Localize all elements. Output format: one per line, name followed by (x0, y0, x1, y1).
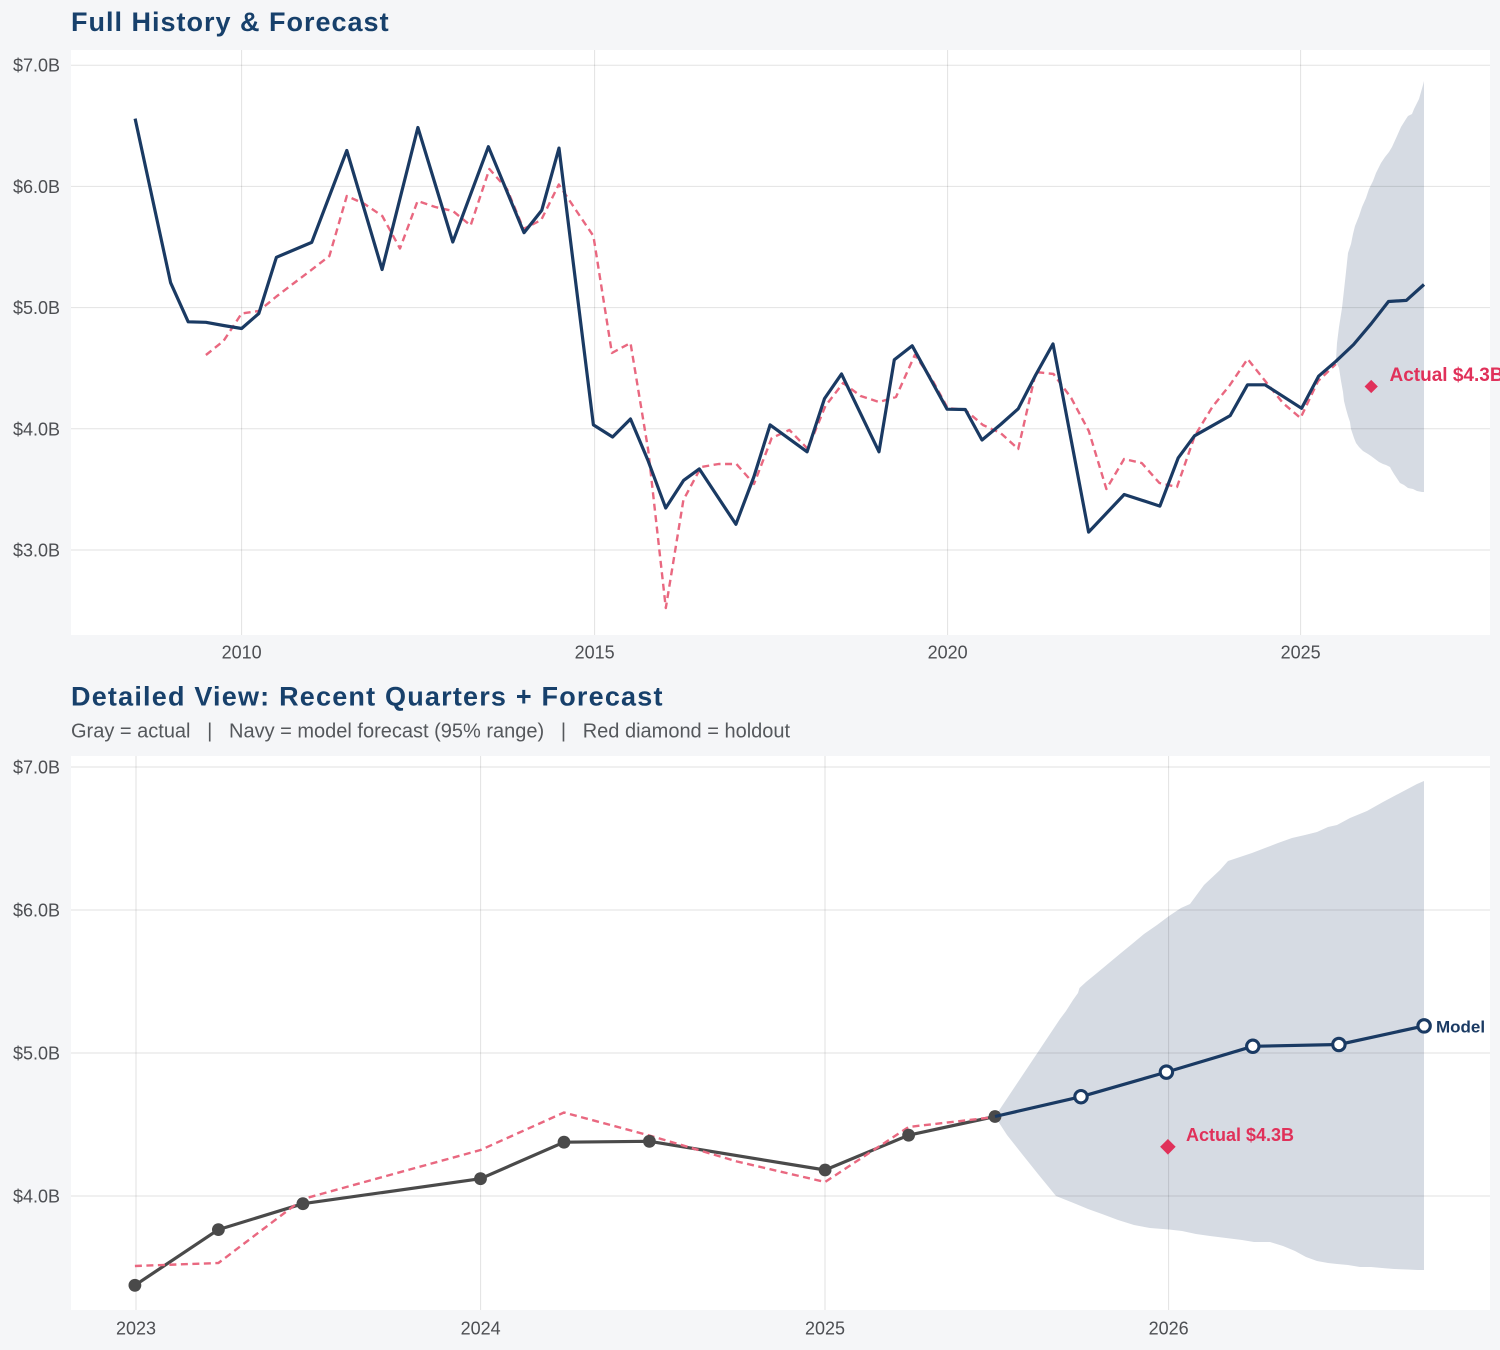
svg-text:2024: 2024 (461, 1319, 501, 1339)
svg-text:Actual $4.3B: Actual $4.3B (1390, 365, 1500, 386)
svg-text:$7.0B: $7.0B (13, 56, 60, 76)
svg-text:$5.0B: $5.0B (13, 1044, 60, 1064)
svg-text:2010: 2010 (222, 643, 262, 663)
svg-text:$6.0B: $6.0B (13, 177, 60, 197)
svg-text:2026: 2026 (1149, 1319, 1189, 1339)
svg-text:2020: 2020 (928, 643, 968, 663)
svg-text:2025: 2025 (805, 1319, 845, 1339)
svg-text:Model: Model (1436, 1018, 1485, 1037)
svg-text:$7.0B: $7.0B (13, 758, 60, 778)
svg-text:Actual $4.3B: Actual $4.3B (1186, 1125, 1294, 1145)
svg-text:$6.0B: $6.0B (13, 901, 60, 921)
svg-text:$5.0B: $5.0B (13, 298, 60, 318)
svg-text:2025: 2025 (1281, 643, 1321, 663)
svg-text:Detailed View: Recent Quarters: Detailed View: Recent Quarters + Forecas… (71, 682, 664, 712)
svg-text:2023: 2023 (116, 1319, 156, 1339)
svg-text:2015: 2015 (575, 643, 615, 663)
svg-text:Full History & Forecast: Full History & Forecast (71, 7, 390, 37)
svg-text:$3.0B: $3.0B (13, 541, 60, 561)
svg-text:$4.0B: $4.0B (13, 419, 60, 439)
svg-text:Gray = actual | Navy = mod: Gray = actual | Navy = model forecast (9… (71, 721, 791, 743)
svg-text:$4.0B: $4.0B (13, 1187, 60, 1207)
